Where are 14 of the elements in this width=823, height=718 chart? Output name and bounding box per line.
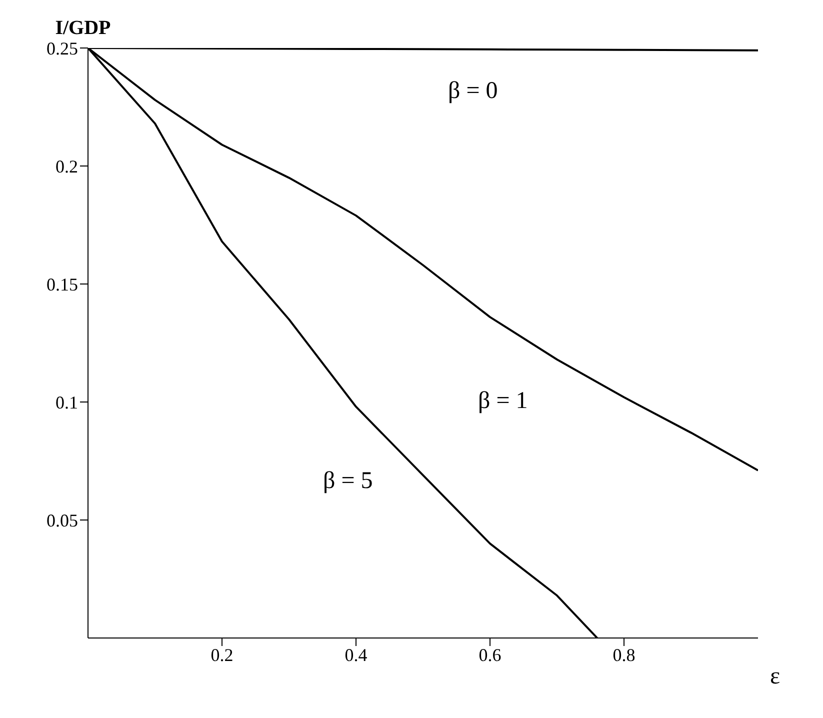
y-tick-label: 0.15 [46, 274, 78, 294]
annotation: β = 5 [323, 468, 373, 495]
y-tick-label: 0.05 [46, 510, 78, 530]
annotation: β = 1 [478, 388, 528, 415]
x-tick-label: 0.6 [478, 644, 502, 665]
x-tick-label: 0.4 [344, 644, 368, 665]
x-tick-label: 0.8 [612, 644, 636, 665]
annotation: β = 0 [448, 78, 498, 105]
y-tick-label: 0.2 [56, 156, 78, 176]
x-tick-label: 0.2 [210, 644, 234, 665]
y-tick-label: 0.1 [56, 392, 78, 412]
x-axis-title: ε [770, 664, 780, 690]
y-axis-title: I/GDP [55, 17, 111, 39]
y-tick-label: 0.25 [46, 38, 78, 58]
